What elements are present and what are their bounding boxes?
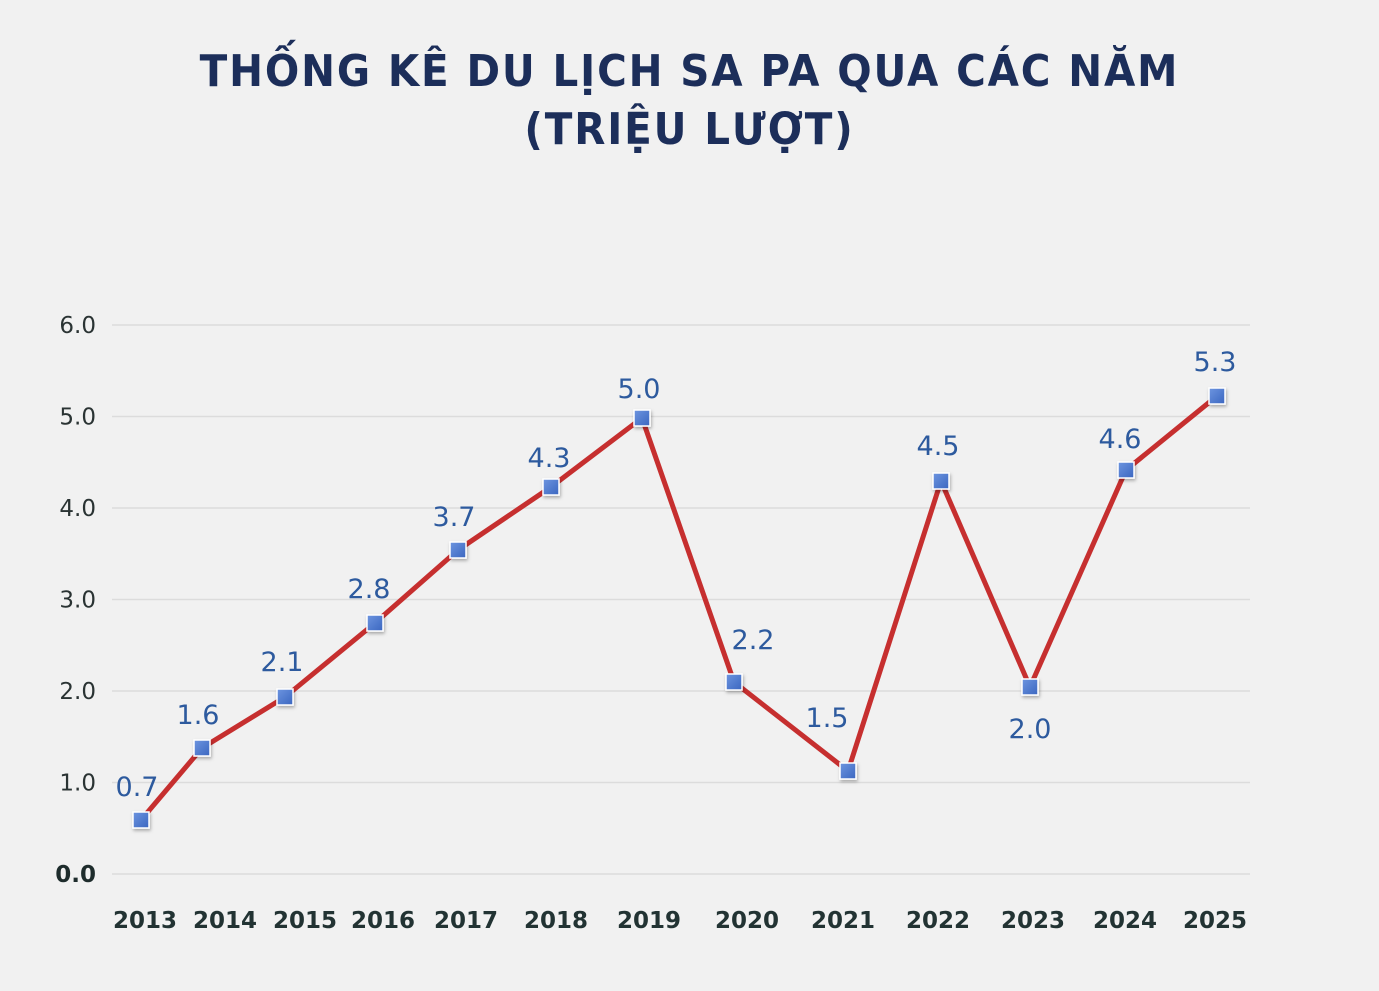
y-tick-label: 6.0 [59,313,96,339]
data-point-marker [449,541,467,559]
series-polyline [139,394,1219,822]
x-tick-label: 2021 [811,908,875,934]
series-line [139,394,1219,822]
data-markers [132,387,1226,829]
x-tick-label: 2014 [193,908,257,934]
gridlines [112,324,1250,875]
data-point-marker [366,614,384,632]
data-point-marker [1021,678,1039,696]
x-axis: 2013 2014 2015 2016 2017 2018 2019 2020 2021 2022… [113,908,1247,934]
x-tick-label: 2015 [273,908,337,934]
x-tick-label: 2019 [617,908,681,934]
data-point-marker [1208,387,1226,405]
data-label: 1.6 [177,700,220,731]
data-point-marker [132,811,150,829]
data-labels: 0.7 1.6 2.1 2.8 3.7 4.3 5.0 2.2 1.5 4.5 2.0 4.6 5.3 [116,347,1237,803]
data-label: 4.3 [528,443,571,474]
x-tick-label: 2023 [1001,908,1065,934]
y-axis: 0.0 1.0 2.0 3.0 4.0 5.0 6.0 [55,313,96,888]
y-tick-label: 1.0 [59,771,96,797]
x-tick-label: 2025 [1183,908,1247,934]
data-label: 5.0 [618,374,661,405]
chart-title-line1: THỐNG KÊ DU LỊCH SA PA QUA CÁC NĂM [199,46,1180,97]
data-point-marker [542,478,560,496]
x-tick-label: 2022 [906,908,970,934]
data-label: 2.1 [261,647,304,678]
x-tick-label: 2020 [715,908,779,934]
data-label: 2.2 [732,625,775,656]
chart-title-line2: (TRIỆU LƯỢT) [524,104,855,155]
y-tick-label: 3.0 [59,588,96,614]
data-label: 4.5 [917,431,960,462]
data-point-marker [725,673,743,691]
data-label: 3.7 [433,502,476,533]
y-tick-label: 0.0 [55,862,96,888]
y-tick-label: 4.0 [59,496,96,522]
data-label: 4.6 [1099,424,1142,455]
data-label: 0.7 [116,772,159,803]
x-tick-label: 2018 [524,908,588,934]
y-tick-label: 5.0 [59,405,96,431]
x-tick-label: 2017 [434,908,498,934]
data-point-marker [932,472,950,490]
x-tick-label: 2024 [1093,908,1157,934]
data-label: 5.3 [1194,347,1237,378]
y-tick-label: 2.0 [59,679,96,705]
data-point-marker [193,739,211,757]
data-label: 1.5 [806,703,849,734]
data-point-marker [633,409,651,427]
data-point-marker [839,762,857,780]
data-point-marker [1117,461,1135,479]
data-label: 2.0 [1009,714,1052,745]
data-label: 2.8 [348,574,391,605]
x-tick-label: 2016 [351,908,415,934]
data-point-marker [276,688,294,706]
x-tick-label: 2013 [113,908,177,934]
